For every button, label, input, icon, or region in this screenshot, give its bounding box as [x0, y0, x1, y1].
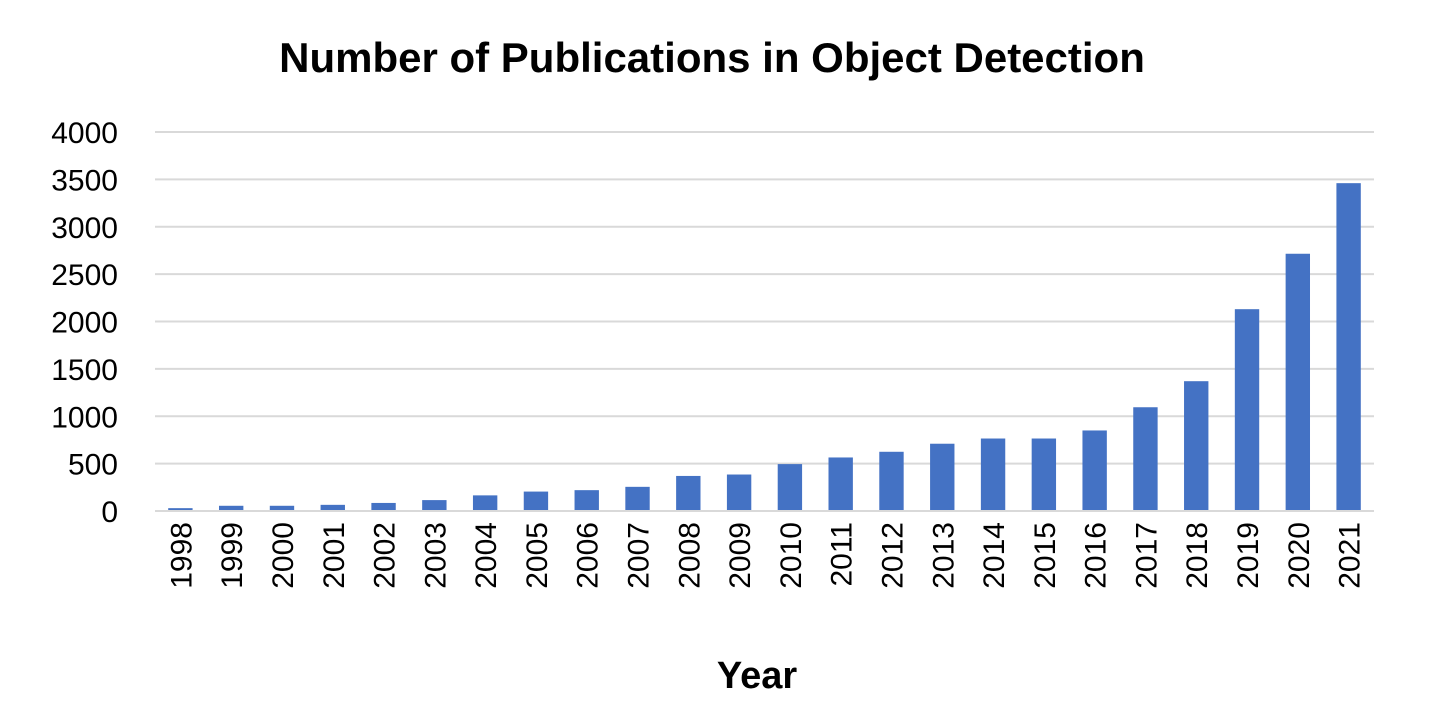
- x-tick-label: 2000: [267, 522, 300, 589]
- x-axis-title: Year: [717, 655, 798, 697]
- bar-2008: [676, 475, 701, 511]
- x-tick-label: 2004: [470, 522, 503, 589]
- bar-2003: [422, 500, 447, 511]
- x-tick-label: 2016: [1080, 522, 1113, 589]
- bar-1998: [168, 508, 193, 511]
- y-tick-label: 3500: [51, 164, 118, 197]
- bar-2007: [625, 486, 650, 511]
- bar-2013: [930, 443, 955, 511]
- x-tick-label: 2019: [1232, 522, 1265, 589]
- x-tick-label: 2013: [927, 522, 960, 589]
- x-tick-label: 2018: [1181, 522, 1214, 589]
- bars: [168, 183, 1361, 512]
- x-tick-label: 2005: [521, 522, 554, 589]
- bar-2016: [1082, 430, 1107, 511]
- y-axis-tick-labels: 0 500 1000 1500 2000 2500 3000 3500 4000: [51, 117, 118, 529]
- bar-2020: [1285, 253, 1311, 511]
- x-tick-label: 1998: [165, 522, 198, 589]
- bar-2006: [574, 490, 599, 511]
- y-tick-label: 2500: [51, 259, 118, 292]
- x-tick-label: 2015: [1029, 522, 1062, 589]
- bar-2019: [1234, 309, 1260, 511]
- y-tick-label: 4000: [51, 117, 118, 150]
- y-tick-label: 500: [68, 449, 118, 482]
- x-tick-label: 1999: [216, 522, 249, 589]
- x-tick-label: 2008: [673, 522, 706, 589]
- bar-2009: [726, 474, 752, 511]
- bar-2002: [371, 502, 396, 511]
- chart-title: Number of Publications in Object Detecti…: [279, 34, 1145, 81]
- bar-2021: [1336, 183, 1361, 512]
- x-tick-label: 2006: [572, 522, 605, 589]
- y-tick-label: 2000: [51, 307, 118, 340]
- x-tick-label: 2012: [876, 522, 909, 589]
- y-tick-label: 1500: [51, 354, 118, 387]
- y-tick-label: 3000: [51, 212, 118, 245]
- x-tick-label: 2011: [826, 522, 859, 587]
- x-tick-label: 2003: [419, 522, 452, 589]
- y-tick-label: 0: [101, 496, 118, 529]
- bar-1999: [218, 505, 244, 511]
- bar-2012: [879, 451, 904, 511]
- bar-2015: [1031, 438, 1057, 511]
- x-tick-label: 2014: [978, 522, 1011, 589]
- x-tick-label: 2009: [724, 522, 757, 589]
- x-tick-label: 2017: [1130, 522, 1163, 589]
- x-tick-label: 2021: [1334, 522, 1367, 589]
- bar-2005: [523, 491, 549, 511]
- bar-2018: [1184, 381, 1209, 511]
- x-tick-label: 2020: [1283, 522, 1316, 589]
- bar-2004: [472, 495, 498, 511]
- x-tick-label: 2007: [623, 522, 656, 589]
- bar-2010: [777, 464, 803, 511]
- bar-2014: [980, 438, 1006, 511]
- x-tick-label: 2010: [775, 522, 808, 589]
- x-axis-tick-labels: 1998 1999 2000 2001 2002 2003 2004 2005 2006 2007…: [165, 522, 1366, 589]
- x-tick-label: 2002: [369, 522, 402, 589]
- x-tick-label: 2001: [318, 522, 351, 589]
- gridlines: [155, 131, 1374, 465]
- bar-2001: [320, 504, 345, 511]
- y-tick-label: 1000: [51, 401, 118, 434]
- bar-2017: [1133, 407, 1158, 511]
- bar-2000: [269, 505, 295, 511]
- bar-2011: [828, 457, 853, 511]
